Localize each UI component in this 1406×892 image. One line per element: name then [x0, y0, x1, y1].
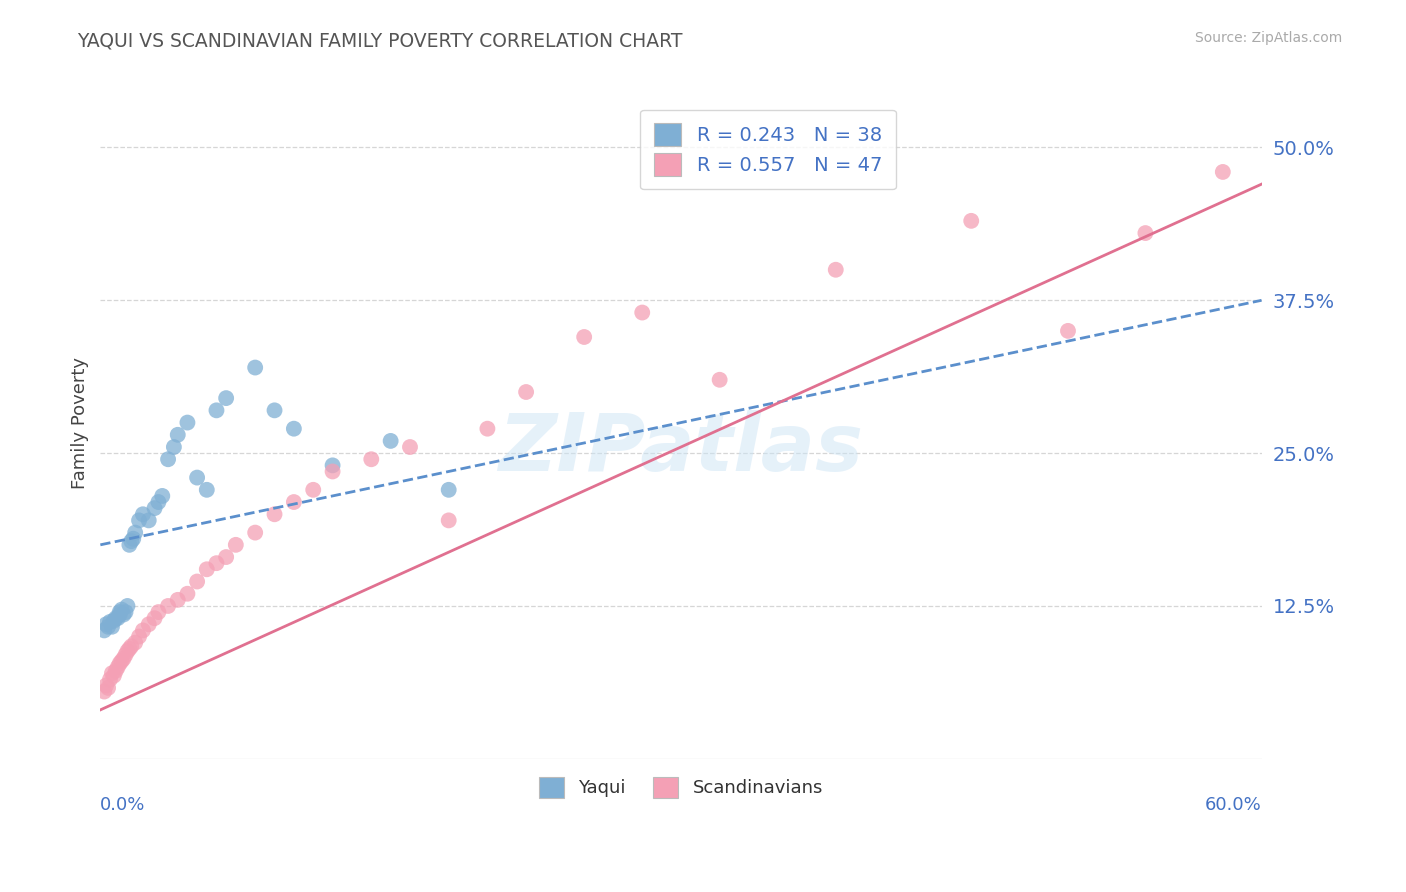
Point	[205, 403, 228, 417]
Point	[166, 592, 188, 607]
Point	[124, 635, 146, 649]
Point	[101, 620, 124, 634]
Point	[122, 532, 145, 546]
Point	[176, 587, 198, 601]
Point	[107, 611, 129, 625]
Legend: Yaqui, Scandinavians: Yaqui, Scandinavians	[526, 764, 835, 810]
Point	[120, 534, 142, 549]
Point	[128, 630, 150, 644]
Point	[101, 666, 124, 681]
Point	[107, 660, 129, 674]
Point	[243, 525, 266, 540]
Point	[98, 673, 121, 687]
Point	[108, 607, 131, 622]
Text: Source: ZipAtlas.com: Source: ZipAtlas.com	[1195, 31, 1343, 45]
Point	[186, 470, 208, 484]
Point	[205, 556, 228, 570]
Point	[148, 605, 170, 619]
Point	[243, 360, 266, 375]
Point	[93, 684, 115, 698]
Point	[437, 483, 460, 497]
Point	[709, 373, 731, 387]
Point	[163, 440, 186, 454]
Point	[1057, 324, 1080, 338]
Point	[138, 513, 160, 527]
Text: 60.0%: 60.0%	[1205, 796, 1261, 814]
Point	[111, 602, 134, 616]
Point	[572, 330, 595, 344]
Point	[263, 508, 285, 522]
Point	[157, 452, 180, 467]
Point	[302, 483, 325, 497]
Point	[96, 678, 118, 692]
Point	[148, 495, 170, 509]
Point	[103, 614, 125, 628]
Point	[143, 501, 166, 516]
Point	[143, 611, 166, 625]
Point	[120, 640, 142, 654]
Point	[117, 599, 139, 613]
Point	[215, 391, 238, 405]
Point	[108, 605, 131, 619]
Point	[186, 574, 208, 589]
Point	[98, 615, 121, 629]
Point	[128, 513, 150, 527]
Point	[118, 538, 141, 552]
Point	[195, 483, 218, 497]
Point	[360, 452, 382, 467]
Point	[399, 440, 422, 454]
Point	[283, 422, 305, 436]
Point	[215, 550, 238, 565]
Point	[1212, 165, 1234, 179]
Point	[477, 422, 499, 436]
Point	[631, 305, 654, 319]
Point	[283, 495, 305, 509]
Point	[97, 681, 120, 695]
Y-axis label: Family Poverty: Family Poverty	[72, 357, 89, 489]
Text: YAQUI VS SCANDINAVIAN FAMILY POVERTY CORRELATION CHART: YAQUI VS SCANDINAVIAN FAMILY POVERTY COR…	[77, 31, 683, 50]
Point	[124, 525, 146, 540]
Text: 0.0%: 0.0%	[100, 796, 146, 814]
Point	[96, 617, 118, 632]
Point	[112, 651, 135, 665]
Point	[138, 617, 160, 632]
Point	[104, 664, 127, 678]
Point	[960, 214, 983, 228]
Point	[1135, 226, 1157, 240]
Point	[93, 624, 115, 638]
Point	[117, 644, 139, 658]
Point	[118, 641, 141, 656]
Point	[150, 489, 173, 503]
Point	[97, 620, 120, 634]
Point	[225, 538, 247, 552]
Point	[166, 427, 188, 442]
Point	[824, 262, 846, 277]
Point	[112, 607, 135, 622]
Point	[263, 403, 285, 417]
Point	[322, 458, 344, 473]
Point	[114, 648, 136, 662]
Point	[380, 434, 402, 448]
Point	[104, 611, 127, 625]
Point	[437, 513, 460, 527]
Text: ZIPatlas: ZIPatlas	[499, 410, 863, 489]
Point	[157, 599, 180, 613]
Point	[195, 562, 218, 576]
Point	[322, 465, 344, 479]
Point	[108, 657, 131, 671]
Point	[176, 416, 198, 430]
Point	[114, 605, 136, 619]
Point	[103, 668, 125, 682]
Point	[132, 508, 155, 522]
Point	[132, 624, 155, 638]
Point	[111, 654, 134, 668]
Point	[515, 384, 537, 399]
